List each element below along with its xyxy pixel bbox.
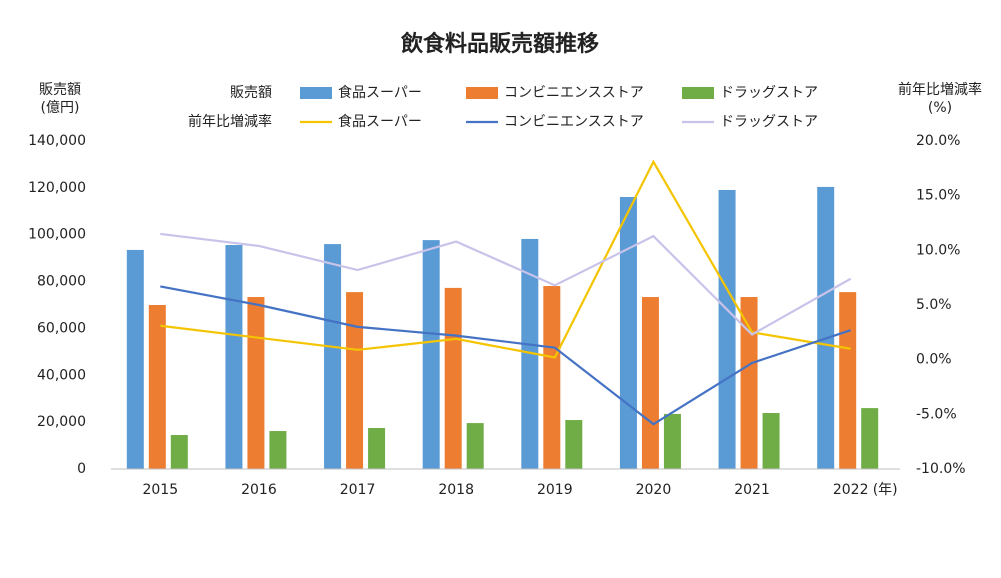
bar <box>444 287 462 469</box>
legend-label: 食品スーパー <box>338 84 422 101</box>
y2-tick-label: -5.0% <box>916 406 957 422</box>
bar <box>817 186 835 470</box>
y-tick-label: 20,000 <box>37 414 86 430</box>
x-tick-label: 2020 <box>636 482 672 498</box>
legend-swatch <box>300 87 332 99</box>
bar <box>346 292 364 469</box>
legend-label: 食品スーパー <box>338 113 422 130</box>
bar <box>543 286 561 469</box>
x-axis-label: (年) <box>873 482 898 498</box>
legend-label: ドラッグストア <box>720 114 818 130</box>
bar <box>466 423 484 469</box>
bar <box>641 297 659 469</box>
legend-label: コンビニエンスストア <box>504 85 644 101</box>
y2-tick-label: -10.0% <box>916 461 966 477</box>
y-tick-label: 140,000 <box>28 133 86 149</box>
legend-group-label: 販売額 <box>230 85 272 101</box>
y2-tick-label: 20.0% <box>916 133 960 149</box>
bar <box>368 428 386 469</box>
legend-label: コンビニエンスストア <box>504 114 644 130</box>
bar <box>225 245 243 469</box>
y-tick-label: 80,000 <box>37 274 86 290</box>
legend-swatch <box>466 87 498 99</box>
bar <box>619 196 637 469</box>
x-tick-label: 2015 <box>142 482 178 498</box>
y-tick-label: 60,000 <box>37 320 86 336</box>
x-tick-label: 2016 <box>241 482 277 498</box>
bar <box>565 420 583 469</box>
x-tick-label: 2019 <box>537 482 573 498</box>
y2-axis-label: 前年比増減率 <box>898 81 982 98</box>
legend-swatch <box>682 87 714 99</box>
line-series <box>160 159 851 359</box>
x-tick-label: 2017 <box>340 482 376 498</box>
y-tick-label: 40,000 <box>37 367 86 383</box>
y2-tick-label: 0.0% <box>916 352 952 368</box>
bar <box>247 297 265 469</box>
line-series <box>160 285 852 426</box>
y2-tick-label: 15.0% <box>916 188 960 204</box>
chart-title: 飲食料品販売額推移 <box>400 31 599 57</box>
y2-tick-label: 10.0% <box>916 242 960 258</box>
legend-group-label: 前年比増減率 <box>188 113 272 130</box>
bar <box>762 413 780 469</box>
bar <box>126 249 144 469</box>
bar <box>839 292 857 469</box>
bar <box>269 431 287 469</box>
bar <box>740 297 758 469</box>
bar <box>663 413 681 469</box>
y2-axis-label: (%) <box>928 100 952 116</box>
y-tick-label: 100,000 <box>28 227 86 243</box>
bar <box>422 240 440 469</box>
bar <box>170 435 188 469</box>
bar <box>148 305 166 469</box>
y-tick-label: 0 <box>77 461 86 477</box>
x-tick-label: 2018 <box>438 482 474 498</box>
x-tick-label: 2022 <box>833 482 869 498</box>
bar <box>718 189 736 470</box>
y-tick-label: 120,000 <box>28 180 86 196</box>
y-axis-label: (億円) <box>41 100 80 116</box>
bar <box>324 244 342 469</box>
x-tick-label: 2021 <box>734 482 770 498</box>
line-series <box>160 232 852 336</box>
bar <box>521 238 539 469</box>
y2-tick-label: 5.0% <box>916 297 952 313</box>
legend-label: ドラッグストア <box>720 85 818 101</box>
y-axis-label: 販売額 <box>39 82 81 98</box>
bar <box>861 408 879 469</box>
